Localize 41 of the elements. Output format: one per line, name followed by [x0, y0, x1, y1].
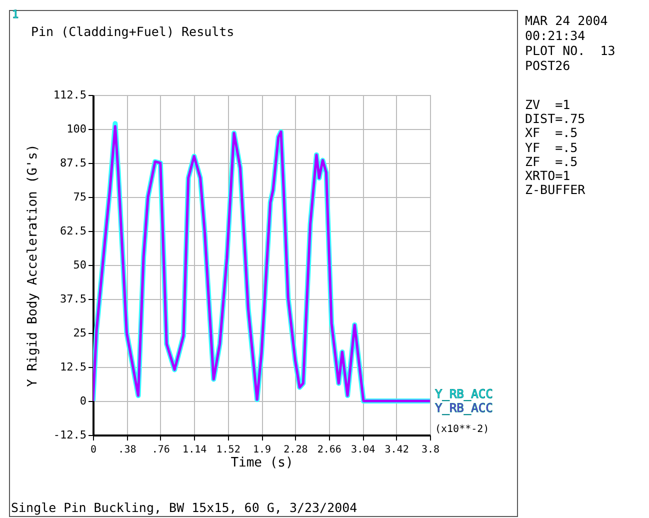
x-tick-label: 1.9 [252, 444, 272, 456]
y-tick-label: -12.5 [53, 428, 86, 442]
text: PLOT NO. 13 [525, 43, 616, 58]
chart-title: Pin (Cladding+Fuel) Results [31, 24, 234, 39]
x-tick-label: 3.04 [351, 444, 376, 456]
text: ZF =.5 [525, 154, 578, 169]
y-tick-label: 87.5 [60, 156, 86, 170]
y-tick-label: 100 [66, 122, 86, 136]
text: 1 [12, 8, 19, 21]
x-tick-label: 1.14 [182, 444, 207, 456]
text: 00:21:34 [525, 28, 586, 43]
text: XRTO=1 [525, 168, 570, 183]
y-axis-title: Y Rigid Body Acceleration (G's) [25, 144, 40, 387]
series-label: Y_RB_ACC [435, 401, 493, 415]
y-tick-label: 0 [80, 394, 86, 408]
text: YF =.5 [525, 140, 578, 155]
x-tick-label: 2.66 [317, 444, 342, 456]
y-tick-label: 12.5 [60, 360, 86, 374]
series-label: Y_RB_ACC [435, 387, 493, 401]
text: XF =.5 [525, 125, 578, 140]
x-tick-label: .38 [118, 444, 136, 456]
x-axis-title: Time (s) [230, 456, 294, 470]
text: POST26 [525, 58, 570, 73]
text: DIST=.75 [525, 111, 586, 126]
x-tick-label: .76 [152, 444, 170, 456]
text: (x10**-2) [435, 424, 490, 435]
y-tick-label: 50 [73, 258, 86, 272]
x-tick-label: 2.28 [284, 444, 308, 456]
text: Z-BUFFER [525, 182, 586, 198]
x-tick-label: 0 [90, 444, 97, 456]
y-tick-label: 75 [73, 190, 86, 204]
text: ZV =1 [525, 97, 570, 112]
text: MAR 24 2004 [525, 13, 608, 28]
x-tick-label: 3.8 [421, 444, 440, 456]
x-tick-label: 1.52 [216, 444, 240, 456]
y-tick-label: 25 [73, 326, 86, 340]
y-tick-label: 112.5 [53, 88, 86, 102]
y-tick-label: 62.5 [60, 224, 86, 238]
x-tick-label: 3.42 [384, 444, 409, 456]
y-tick-label: 37.5 [60, 292, 86, 306]
text: Single Pin Buckling, BW 15x15, 60 G, 3/23/2004 [11, 500, 358, 515]
